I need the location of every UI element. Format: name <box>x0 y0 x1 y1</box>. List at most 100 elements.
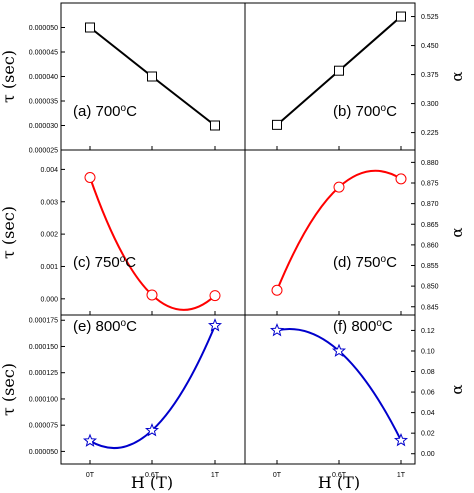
y-tick-label: 0.000050 <box>29 25 58 32</box>
data-point-square <box>334 65 344 76</box>
panel-label-text: (e) 800 <box>73 318 121 335</box>
y-tick-label: 0.003 <box>40 199 58 206</box>
data-point-star <box>144 423 160 437</box>
temp-degree-sup: o <box>381 103 387 114</box>
data-point-circle <box>209 290 221 302</box>
y-tick-label: 0.845 <box>421 304 439 311</box>
x-axis-label: H (T) <box>131 473 173 492</box>
temp-unit: C <box>382 318 393 335</box>
x-tick-label: 1T <box>397 472 406 479</box>
x-tick-label: 0.6T <box>332 472 347 479</box>
data-point-circle <box>395 173 407 185</box>
y-tick-label: 0.002 <box>40 232 58 239</box>
y-axis-label-right: α <box>448 71 466 81</box>
y-axis-label-left: τ (sec) <box>0 206 18 259</box>
data-point-square <box>272 119 282 130</box>
data-point-square <box>85 22 95 33</box>
panel-a: 0.000025 0.000030 0.000035 0.000040 0.000045… <box>29 2 246 155</box>
y-tick-label: 0.860 <box>421 242 439 249</box>
x-tick-label: 0.6T <box>145 472 160 479</box>
temp-unit: C <box>126 318 137 335</box>
y-tick-label: 0.00 <box>421 451 435 458</box>
panel-b: 0.225 0.300 0.375 0.450 0.525 (b) 700oC <box>244 2 439 151</box>
data-point-star <box>331 343 347 357</box>
y-tick-label: 0.06 <box>421 390 435 397</box>
data-point-circle <box>333 181 345 193</box>
temp-unit: C <box>386 254 397 271</box>
y-tick-label: 0.880 <box>421 160 439 167</box>
data-point-square <box>210 120 220 131</box>
panel-label: (e) 800oC <box>73 318 137 335</box>
panel-label: (f) 800oC <box>333 318 393 335</box>
y-tick-label: 0.870 <box>421 201 439 208</box>
y-tick-label: 0.000075 <box>29 423 58 430</box>
panel-label: (c) 750oC <box>73 254 136 271</box>
y-tick-label: 0.875 <box>421 181 439 188</box>
panel-frame <box>244 314 416 465</box>
data-point-square <box>147 71 157 82</box>
y-tick-label: 0.525 <box>421 14 439 21</box>
y-axis-label-right: α <box>448 384 466 394</box>
panel-label-text: (a) 700 <box>73 103 121 120</box>
y-tick-label: 0.000175 <box>29 318 58 325</box>
y-tick-label: 0.000150 <box>29 344 58 351</box>
y-tick-label: 0.02 <box>421 431 435 438</box>
y-tick-label: 0.225 <box>421 130 439 137</box>
y-tick-label: 0.000125 <box>29 370 58 377</box>
panel-e: 0.000050 0.000075 0.000100 0.000125 0.000150… <box>29 314 246 479</box>
data-point-star <box>82 433 98 447</box>
y-tick-label: 0.000045 <box>29 50 58 57</box>
x-tick-label: 0T <box>273 472 282 479</box>
y-tick-label: 0.000050 <box>29 449 58 456</box>
temp-degree-sup: o <box>381 254 387 265</box>
y-tick-label: 0.000030 <box>29 123 58 130</box>
y-axis-label-left: τ (sec) <box>0 50 18 103</box>
temp-degree-sup: o <box>121 318 127 329</box>
panel-c: 0.000 0.001 0.002 0.003 0.004 (c) 750oC <box>40 149 246 316</box>
x-tick-label: 1T <box>211 472 220 479</box>
y-tick-label: 0.12 <box>421 328 435 335</box>
panel-label-text: (d) 750 <box>333 254 381 271</box>
y-tick-label: 0.10 <box>421 348 435 355</box>
y-tick-label: 0.450 <box>421 43 439 50</box>
panel-frame <box>244 149 416 316</box>
y-tick-label: 0.000035 <box>29 99 58 106</box>
y-tick-label: 0.300 <box>421 101 439 108</box>
y-tick-label: 0.000040 <box>29 74 58 81</box>
panel-f: 0.00 0.02 0.04 0.06 0.08 0.10 0.12 0T 0.6T 1T (f) … <box>244 314 435 479</box>
x-axis-label: H (T) <box>318 473 360 492</box>
data-point-circle <box>84 172 96 183</box>
y-tick-label: 0.04 <box>421 410 435 417</box>
y-tick-label: 0.000025 <box>29 148 58 155</box>
panel-label: (d) 750oC <box>333 254 397 271</box>
data-point-circle <box>271 284 283 296</box>
temp-degree-sup: o <box>121 103 127 114</box>
y-tick-label: 0.08 <box>421 369 435 376</box>
panel-d: 0.845 0.850 0.855 0.860 0.865 0.870 0.875 0.880… <box>244 149 439 316</box>
panel-label-text: (f) 800 <box>333 318 376 335</box>
temp-unit: C <box>126 103 137 120</box>
x-tick-label: 0T <box>86 472 95 479</box>
temp-unit: C <box>125 254 136 271</box>
data-point-star <box>393 433 409 447</box>
y-tick-label: 0.001 <box>40 264 58 271</box>
data-point-square <box>396 11 406 22</box>
panel-label: (a) 700oC <box>73 103 137 120</box>
y-axis-label-left: τ (sec) <box>0 363 18 416</box>
temp-unit: C <box>386 103 397 120</box>
y-tick-label: 0.375 <box>421 72 439 79</box>
y-tick-label: 0.855 <box>421 263 439 270</box>
panel-label: (b) 700oC <box>333 103 397 120</box>
data-point-circle <box>146 289 158 301</box>
y-tick-label: 0.000 <box>40 296 58 303</box>
panel-label-text: (b) 700 <box>333 103 381 120</box>
temp-degree-sup: o <box>120 254 126 265</box>
y-tick-label: 0.850 <box>421 284 439 291</box>
panel-frame <box>244 2 416 151</box>
temp-degree-sup: o <box>376 318 382 329</box>
data-point-star <box>269 323 285 337</box>
y-tick-label: 0.004 <box>40 167 58 174</box>
y-tick-label: 0.865 <box>421 222 439 229</box>
data-point-star <box>207 318 223 332</box>
